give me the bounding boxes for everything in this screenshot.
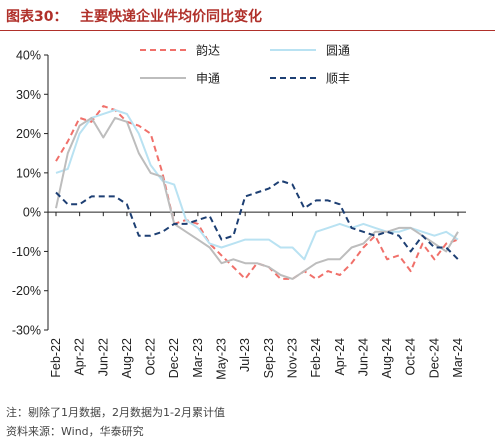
source-note: 资料来源：Wind，华泰研究 bbox=[6, 425, 144, 438]
x-tick-label: Feb-24 bbox=[309, 338, 323, 378]
x-tick-label: Oct-24 bbox=[404, 338, 418, 376]
x-tick-label: Aug-24 bbox=[380, 338, 394, 378]
footnote: 注：剔除了1月数据，2月数据为1-2月累计值 bbox=[6, 406, 225, 419]
chart-title: 主要快递企业件均价同比变化 bbox=[80, 9, 262, 25]
y-tick-label: -20% bbox=[12, 284, 41, 298]
series-line-2 bbox=[55, 109, 459, 261]
x-tick-label: Mar-23 bbox=[191, 338, 205, 378]
y-tick-label: 30% bbox=[16, 88, 41, 102]
x-tick-label: May-23 bbox=[215, 338, 229, 380]
series-line-1 bbox=[55, 105, 459, 280]
legend-label: 顺丰 bbox=[326, 72, 350, 86]
line-chart: -30% -20% -10% 0% 10% 20% 30% 40% Feb-22 Apr-22 Ju… bbox=[12, 43, 466, 380]
x-tick-label: Aug-22 bbox=[120, 338, 134, 378]
x-tick-label: Dec-22 bbox=[167, 338, 181, 378]
x-tick-label: Mar-24 bbox=[451, 338, 465, 378]
x-tick-label: Jul-23 bbox=[238, 338, 252, 372]
x-tick-label: Apr-24 bbox=[333, 338, 347, 376]
x-tick-label: Jun-24 bbox=[356, 338, 370, 376]
x-tick-label: Dec-24 bbox=[427, 338, 441, 378]
y-tick-label: -10% bbox=[12, 245, 41, 259]
y-tick-label: 40% bbox=[16, 49, 41, 63]
y-tick-label: 20% bbox=[16, 127, 41, 141]
x-tick-label: Jun-22 bbox=[96, 338, 110, 376]
x-tick-label: Sep-23 bbox=[262, 338, 276, 378]
y-tick-label: 10% bbox=[16, 166, 41, 180]
y-tick-label: 0% bbox=[23, 206, 41, 220]
series-line-3 bbox=[55, 116, 459, 280]
y-tick-label: -30% bbox=[12, 324, 41, 338]
legend-label: 申通 bbox=[196, 72, 220, 86]
x-tick-label: Apr-22 bbox=[73, 338, 87, 376]
x-tick-label: Feb-22 bbox=[49, 338, 63, 378]
title-bar: 图表30： 主要快递企业件均价同比变化 bbox=[0, 0, 495, 31]
series-line-4 bbox=[55, 179, 459, 261]
x-tick-label: Oct-22 bbox=[144, 338, 158, 376]
legend-label: 韵达 bbox=[196, 43, 220, 58]
x-tick-label: Nov-23 bbox=[285, 338, 299, 378]
figure-label: 图表30： bbox=[6, 9, 68, 25]
legend-label: 圆通 bbox=[326, 44, 350, 58]
